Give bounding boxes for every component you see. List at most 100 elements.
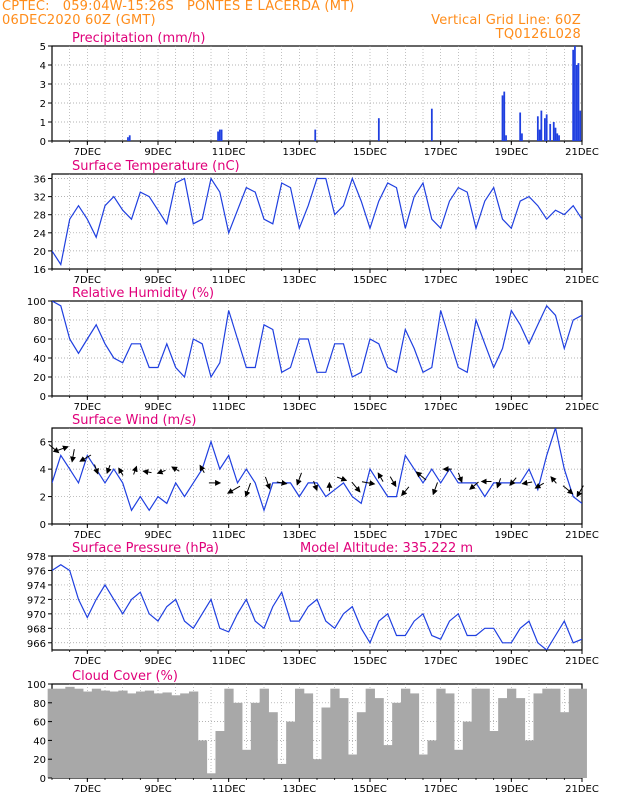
wind-arrow	[496, 478, 502, 489]
station-label: PONTES E LACERDA (MT)	[187, 0, 355, 14]
cloud-bar	[462, 721, 473, 778]
precip-bar	[544, 118, 546, 141]
cloud-bar	[144, 690, 155, 778]
cloud-bar	[215, 731, 225, 778]
wind-arrow	[550, 476, 557, 484]
cloud-bar	[418, 754, 428, 778]
panel-title: Surface Pressure (hPa)	[72, 541, 219, 556]
coordinates-label: 059:04W-15:26S	[62, 0, 175, 14]
precip-bar	[521, 133, 523, 141]
precip-bar	[536, 116, 539, 141]
wind-arrow	[336, 475, 348, 482]
x-tick-label: 9DEC	[144, 275, 171, 286]
cloud-bar	[127, 693, 137, 778]
precip-bar	[556, 133, 559, 141]
wind-arrow	[57, 445, 69, 452]
precip-bar	[549, 123, 552, 141]
cloud-bar	[65, 686, 75, 778]
cloud-bar	[453, 749, 464, 778]
x-tick-label: 21DEC	[565, 656, 599, 667]
cloud-bar	[356, 712, 367, 778]
y-tick-label: 100	[27, 297, 46, 308]
precip-bar	[575, 65, 578, 141]
x-tick-label: 9DEC	[144, 784, 171, 795]
x-tick-label: 15DEC	[353, 656, 387, 667]
cloud-bar	[498, 698, 508, 778]
y-tick-label: 100	[27, 680, 46, 691]
wind-arrow	[199, 464, 206, 474]
x-tick-label: 9DEC	[144, 402, 171, 413]
model-label: TQ0126L028	[495, 27, 581, 42]
y-tick-label: 5	[40, 42, 46, 53]
wind-arrow	[457, 472, 463, 483]
precip-bar	[552, 122, 555, 141]
panel-frame	[51, 173, 583, 270]
precip-bar	[574, 46, 576, 141]
x-tick-label: 9DEC	[144, 656, 171, 667]
y-tick-label: 0	[40, 774, 46, 785]
y-tick-label: 3	[40, 80, 46, 91]
y-tick-label: 60	[33, 335, 46, 346]
y-tick-label: 968	[27, 624, 46, 635]
wind-arrow	[48, 444, 60, 454]
y-tick-label: 974	[27, 581, 46, 592]
cloud-bar	[233, 702, 243, 778]
cloud-bar	[374, 698, 384, 778]
cloud-bar	[524, 740, 534, 778]
precip-bar	[519, 112, 522, 141]
wind-arrow	[534, 482, 545, 489]
wind-arrow	[244, 482, 251, 498]
precip-bar	[545, 114, 548, 141]
y-tick-label: 6	[40, 438, 46, 449]
cloud-bar	[427, 740, 437, 778]
wind-arrow	[227, 485, 241, 494]
cloud-bar	[47, 688, 57, 778]
wind-arrow	[131, 465, 138, 475]
panel-frame	[51, 555, 583, 651]
precip-bar	[554, 127, 557, 141]
precip-bar	[579, 110, 582, 141]
precip-bar	[505, 135, 507, 141]
cloud-bar	[542, 688, 552, 778]
x-tick-label: 19DEC	[494, 530, 528, 541]
wind-arrow	[156, 468, 166, 475]
precip-bar	[572, 49, 575, 141]
run-time-label: 06DEC2020 60Z (GMT)	[2, 13, 156, 28]
cloud-bar	[206, 773, 216, 778]
panel-title: Surface Temperature (nC)	[72, 159, 240, 174]
y-tick-label: 20	[33, 373, 46, 384]
cloud-bar	[268, 712, 278, 778]
wind-arrow	[264, 476, 271, 490]
x-tick-label: 17DEC	[424, 784, 458, 795]
cloud-bar	[171, 695, 181, 778]
cloud-bar	[559, 712, 570, 778]
y-tick-label: 0	[40, 392, 46, 403]
x-tick-label: 7DEC	[74, 656, 101, 667]
cloud-bar	[365, 688, 375, 778]
x-tick-label: 15DEC	[353, 402, 387, 413]
y-tick-label: 978	[27, 552, 46, 563]
cloud-bar	[294, 688, 305, 778]
x-tick-label: 13DEC	[282, 784, 316, 795]
y-tick-label: 40	[33, 354, 46, 365]
cloud-bar	[197, 740, 208, 778]
cloud-bar	[577, 688, 587, 778]
cloud-bar	[489, 731, 499, 778]
x-tick-label: 21DEC	[565, 402, 599, 413]
wind-arrow	[79, 454, 92, 462]
x-tick-label: 11DEC	[212, 656, 246, 667]
cloud-bar	[277, 763, 287, 778]
panel-title: Precipitation (mm/h)	[72, 31, 205, 46]
wind-arrow	[276, 479, 288, 486]
wind-arrow	[377, 472, 384, 482]
precip-bar	[217, 131, 219, 141]
x-tick-label: 9DEC	[144, 530, 171, 541]
cloud-bar	[162, 692, 172, 778]
cloud-bar	[347, 754, 358, 778]
cloud-bar	[135, 691, 146, 778]
cloud-bar	[82, 691, 93, 778]
source-label: CPTEC:	[2, 0, 50, 14]
y-tick-label: 80	[33, 316, 46, 327]
wind-arrow	[93, 464, 99, 475]
cloud-bar	[445, 693, 455, 778]
